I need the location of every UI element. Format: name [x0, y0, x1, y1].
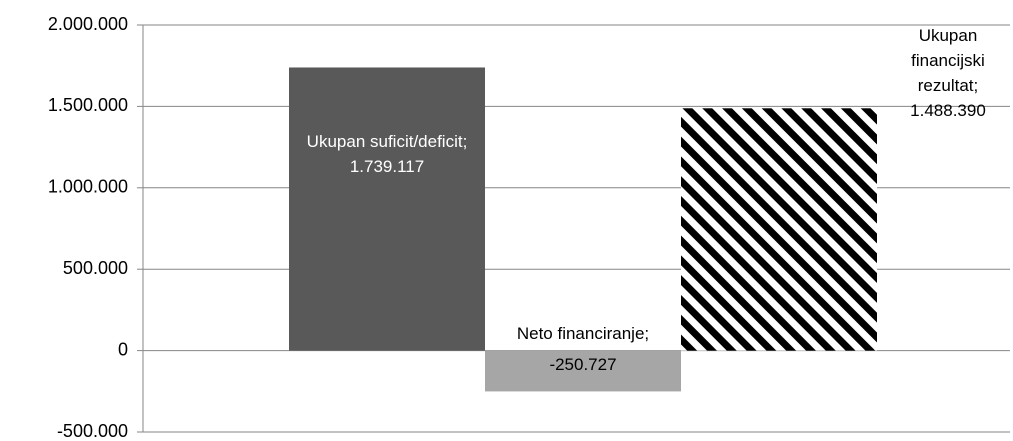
value-label: -250.727 — [549, 355, 617, 374]
y-tick-label: 1.500.000 — [48, 95, 128, 115]
y-tick-label: 2.000.000 — [48, 14, 128, 34]
value-label: 1.739.117 — [349, 157, 425, 176]
label-separator: ; — [462, 132, 468, 151]
label-separator: ; — [973, 76, 979, 95]
data-label: Neto financiranje; -250.727 — [473, 318, 693, 380]
label-separator: ; — [644, 324, 650, 343]
bar — [289, 67, 485, 351]
data-label: Ukupan financijski rezultat; 1.488.390 — [893, 23, 1003, 123]
data-label: Ukupan suficit/deficit; 1.739.117 — [302, 129, 472, 179]
category-name: Ukupan financijski rezultat — [911, 26, 985, 95]
y-tick-label: -500.000 — [57, 421, 128, 441]
bar — [681, 108, 877, 351]
y-tick-label: 500.000 — [63, 258, 128, 278]
category-name: Ukupan suficit/deficit — [306, 132, 463, 151]
y-tick-label: 0 — [118, 339, 128, 359]
category-name: Neto financiranje — [516, 324, 645, 343]
y-tick-label: 1.000.000 — [48, 177, 128, 197]
bar — [485, 350, 681, 392]
value-label: 1.488.390 — [910, 101, 986, 120]
